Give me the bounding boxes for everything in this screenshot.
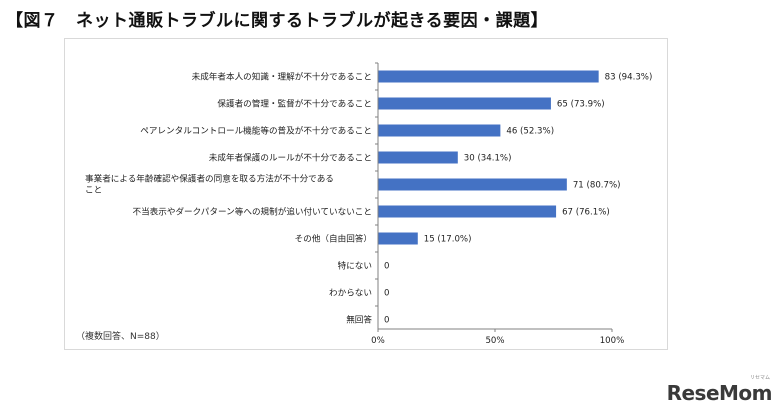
bar	[378, 124, 501, 137]
data-label: 46 (52.3%)	[506, 127, 554, 137]
category-label: わからない	[329, 288, 372, 299]
bar-chart: 未成年者本人の知識・理解が不十分であること 83 (94.3%) 保護者の管理・監督…	[85, 62, 653, 346]
page-title: 【図７ ネット通販トラブルに関するトラブルが起きる要因・課題】	[6, 11, 549, 31]
data-label: 65 (73.9%)	[557, 100, 605, 110]
data-label: 30 (34.1%)	[464, 154, 512, 164]
x-tick-label: 0%	[371, 336, 385, 346]
resemom-logo: ReseMom	[666, 381, 773, 405]
category-label: 未成年者本人の知識・理解が不十分であること	[192, 71, 372, 83]
bar	[378, 151, 458, 164]
category-label: 不当表示やダークパターン等への規制が追い付いていないこと	[132, 206, 372, 218]
bar	[378, 70, 599, 83]
data-label: 67 (76.1%)	[562, 208, 610, 218]
category-label: 特にない	[338, 260, 372, 272]
data-label: 71 (80.7%)	[573, 181, 621, 191]
data-label: 0	[384, 262, 389, 272]
category-label: 無回答	[346, 314, 372, 326]
x-tick-label: 50%	[485, 336, 504, 346]
category-label: こと	[85, 185, 102, 196]
data-label: 0	[384, 316, 389, 326]
category-label: 事業者による年齢確認や保護者の同意を取る方法が不十分である	[85, 173, 334, 185]
chart-footnote: （複数回答、N=88）	[76, 332, 165, 342]
chart-container: 未成年者本人の知識・理解が不十分であること 83 (94.3%) 保護者の管理・監督…	[64, 38, 668, 350]
brand-subtitle: リセマム	[749, 375, 770, 381]
x-tick-label: 100%	[600, 336, 625, 346]
bar	[378, 97, 551, 110]
bar	[378, 205, 557, 218]
category-label: ペアレンタルコントロール機能等の普及が不十分であること	[140, 125, 372, 137]
data-label: 0	[384, 289, 389, 299]
data-label: 15 (17.0%)	[424, 235, 472, 245]
bar	[378, 232, 418, 245]
bar	[378, 178, 567, 191]
category-label: 未成年者保護のルールが不十分であること	[209, 152, 372, 164]
category-label: 保護者の管理・監督が不十分であること	[217, 98, 372, 110]
data-label: 83 (94.3%)	[605, 73, 653, 83]
category-label: その他（自由回答）	[295, 233, 372, 245]
